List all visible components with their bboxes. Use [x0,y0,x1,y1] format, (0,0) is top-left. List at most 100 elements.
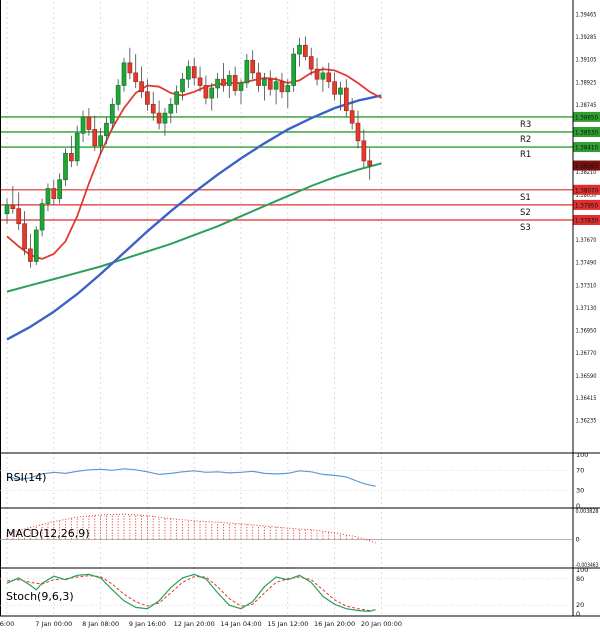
price-tick-label: 1.36415 [576,394,597,402]
price-tick-label: 1.36590 [576,372,597,380]
candle-down [314,57,320,86]
candle-body [285,85,291,93]
candle-body [16,208,22,225]
macd-scale-label: -0.003463 [576,561,599,569]
candle-down [191,57,197,86]
candle-body [215,78,220,89]
candle-body [332,81,337,95]
candle-body [22,223,27,250]
candle-down [22,211,27,256]
price-badge-r2-value: 1.38530 [575,128,598,136]
price-badge-r1-box [573,142,600,153]
candle-up [115,79,121,111]
resistance-label-r2: R2 [520,135,531,145]
candle-body [303,44,308,57]
candle-body [262,78,267,86]
candle-down [326,62,332,88]
stoch-scale-label: 0 [576,610,580,618]
candle-down [28,233,33,268]
macd-scale-label: 0 [576,535,580,543]
candle-body [115,85,121,105]
candle-body [209,87,215,99]
candle-up [273,76,279,105]
candle-body [197,77,203,86]
candle-body [121,62,127,86]
price-badge-r2: 1.38530 [573,126,600,137]
candle-body [74,132,80,162]
candle-down [343,79,349,117]
price-tick-label: 1.38745 [576,101,597,109]
candle-up [4,198,10,224]
candle-down [250,50,256,80]
candle-body [297,44,302,55]
stoch-k-line [6,573,376,613]
price-badge-r1-value: 1.38410 [575,144,598,152]
candle-body [361,140,367,162]
candle-down [92,115,98,151]
macd-pane-label: MACD(12,26,9) [6,527,90,540]
candle-body [226,75,232,86]
candle-body [273,81,279,90]
price-tick-label: 1.39465 [576,10,597,18]
candle-up [285,79,291,109]
price-tick-label: 1.38030 [576,191,597,199]
time-label: 16 Jan 20:00 [314,620,355,628]
candle-up [74,125,80,166]
candle-up [338,81,343,111]
candle-body [51,188,57,199]
price-badge-s1-value: 1.38070 [575,186,598,194]
rsi-pane: 100 70 30 0 [0,451,588,510]
price-badge-r2-box [573,126,600,137]
rsi-line [6,468,376,487]
stoch-scale-label: 80 [576,575,584,583]
candle-up [174,85,179,114]
price-badge-s1: 1.38070 [573,184,600,195]
candle-body [98,135,103,147]
candle-down [303,36,308,61]
price-badge-s3-box [573,214,600,225]
candle-up [291,47,296,92]
time-label: 20 Jan 00:00 [361,620,402,628]
ma-line-slow [6,162,382,293]
candle-down [68,135,74,168]
candle-down [355,110,361,149]
candle-body [186,66,191,80]
candle-body [145,91,150,105]
current-price-badge-box [573,160,600,171]
candle-body [86,116,92,130]
candle-down [156,100,162,130]
candle-body [191,66,197,79]
price-badge-s3: 1.37830 [573,214,600,225]
candle-down [150,91,156,121]
stoch-scale-label: 20 [576,601,584,609]
stoch-scale-label: 100 [576,566,588,574]
price-tick-label: 1.38925 [576,78,597,86]
candle-body [279,81,285,93]
candle-body [168,103,174,114]
price-badge-r3-box [573,111,600,122]
candle-body [221,78,226,86]
price-tick-label: 1.37130 [576,304,597,312]
time-label: 15 Jan 12:00 [267,620,308,628]
candle-up [109,98,115,130]
time-label: 6:00 [0,620,14,628]
candle-body [80,116,86,134]
price-tick-label: 1.37670 [576,236,597,244]
candle-body [156,112,162,124]
candle-down [139,66,144,99]
price-badge-s2-box [573,199,600,210]
candle-up [45,183,51,212]
candle-body [250,59,256,74]
resistance-label-r1: R1 [520,150,531,160]
candle-body [256,72,261,86]
rsi-scale-label: 100 [576,451,588,459]
candle-body [326,72,332,83]
candle-body [33,229,39,262]
price-tick-label: 1.39105 [576,56,597,64]
candle-body [355,122,361,142]
support-label-s1: S1 [520,193,531,203]
support-label-s3: S3 [520,223,531,233]
